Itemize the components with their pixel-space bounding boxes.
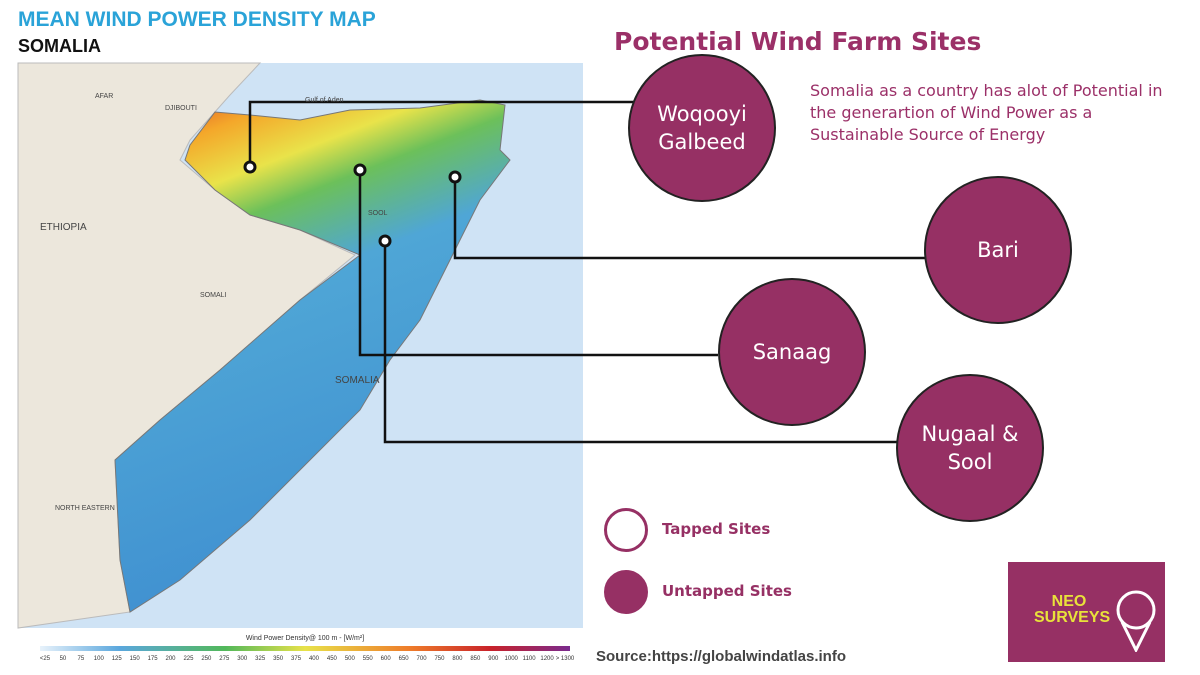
map-label: SOOL — [368, 210, 388, 217]
colorbar-tick-label: 275 — [219, 656, 230, 662]
map-label: SOMALI — [200, 292, 227, 299]
colorbar-title: Wind Power Density@ 100 m - [W/m²] — [246, 635, 364, 642]
colorbar-tick-label: 400 — [309, 656, 320, 662]
colorbar-tick-label: 75 — [78, 656, 85, 662]
colorbar-tick-label: 600 — [381, 656, 392, 662]
map-label: AFAR — [95, 93, 113, 100]
panel-description: Somalia as a country has alot of Potenti… — [810, 81, 1163, 144]
site-node: Sanaag — [718, 278, 866, 426]
source: Source:https://globalwindatlas.info — [596, 648, 847, 665]
map-label: SOMALIA — [335, 375, 380, 386]
colorbar-tick-label: 375 — [291, 656, 302, 662]
colorbar-tick-label: 800 — [452, 656, 463, 662]
site-pin — [448, 170, 462, 184]
logo: NEO SURVEYS — [1008, 562, 1165, 662]
colorbar-tick-label: 200 — [166, 656, 177, 662]
map-label: DJIBOUTI — [165, 105, 197, 112]
legend-swatch — [604, 508, 648, 552]
colorbar — [40, 646, 570, 651]
map-label: Gulf of Aden — [305, 97, 344, 104]
colorbar-tick-label: <25 — [40, 656, 51, 662]
colorbar-tick-label: 50 — [60, 656, 67, 662]
colorbar-tick-label: 550 — [363, 656, 374, 662]
colorbar-tick-label: 225 — [183, 656, 194, 662]
colorbar-tick-label: 750 — [434, 656, 445, 662]
map-title: MEAN WIND POWER DENSITY MAP — [18, 8, 376, 31]
map-subtitle: SOMALIA — [18, 36, 101, 56]
legend-swatch — [604, 570, 648, 614]
colorbar-tick-label: 150 — [130, 656, 141, 662]
panel-title: Potential Wind Farm Sites — [614, 27, 982, 56]
logo-text: NEO SURVEYS — [1034, 593, 1111, 626]
site-node: Bari — [924, 176, 1072, 324]
site-pin — [353, 163, 367, 177]
colorbar-tick-label: > 1300 — [556, 656, 575, 662]
colorbar-tick-label: 300 — [237, 656, 248, 662]
colorbar-tick-label: 650 — [399, 656, 410, 662]
colorbar-tick-label: 125 — [112, 656, 123, 662]
legend-label: Tapped Sites — [662, 520, 771, 538]
colorbar-tick-label: 1200 — [540, 656, 554, 662]
map-label: ETHIOPIA — [40, 222, 87, 233]
connector-lines — [248, 100, 925, 444]
colorbar-tick-label: 100 — [94, 656, 105, 662]
colorbar-tick-label: 900 — [488, 656, 499, 662]
site-pin — [378, 234, 392, 248]
colorbar-tick-label: 500 — [345, 656, 356, 662]
map-label: NORTH EASTERN — [55, 505, 115, 512]
site-node: Nugaal & Sool — [896, 374, 1044, 522]
legend-label: Untapped Sites — [662, 582, 792, 600]
colorbar-tick-label: 1000 — [505, 656, 519, 662]
somalia-wind-layer — [114, 99, 511, 613]
colorbar-tick-label: 450 — [327, 656, 338, 662]
colorbar-tick-label: 350 — [273, 656, 284, 662]
colorbar-tick-label: 850 — [470, 656, 481, 662]
site-pin — [243, 160, 257, 174]
colorbar-tick-label: 1100 — [523, 656, 537, 662]
colorbar-tick-label: 175 — [148, 656, 159, 662]
colorbar-tick-label: 250 — [201, 656, 212, 662]
site-node: Woqooyi Galbeed — [628, 54, 776, 202]
colorbar-tick-label: 700 — [417, 656, 428, 662]
colorbar-tick-label: 325 — [255, 656, 266, 662]
